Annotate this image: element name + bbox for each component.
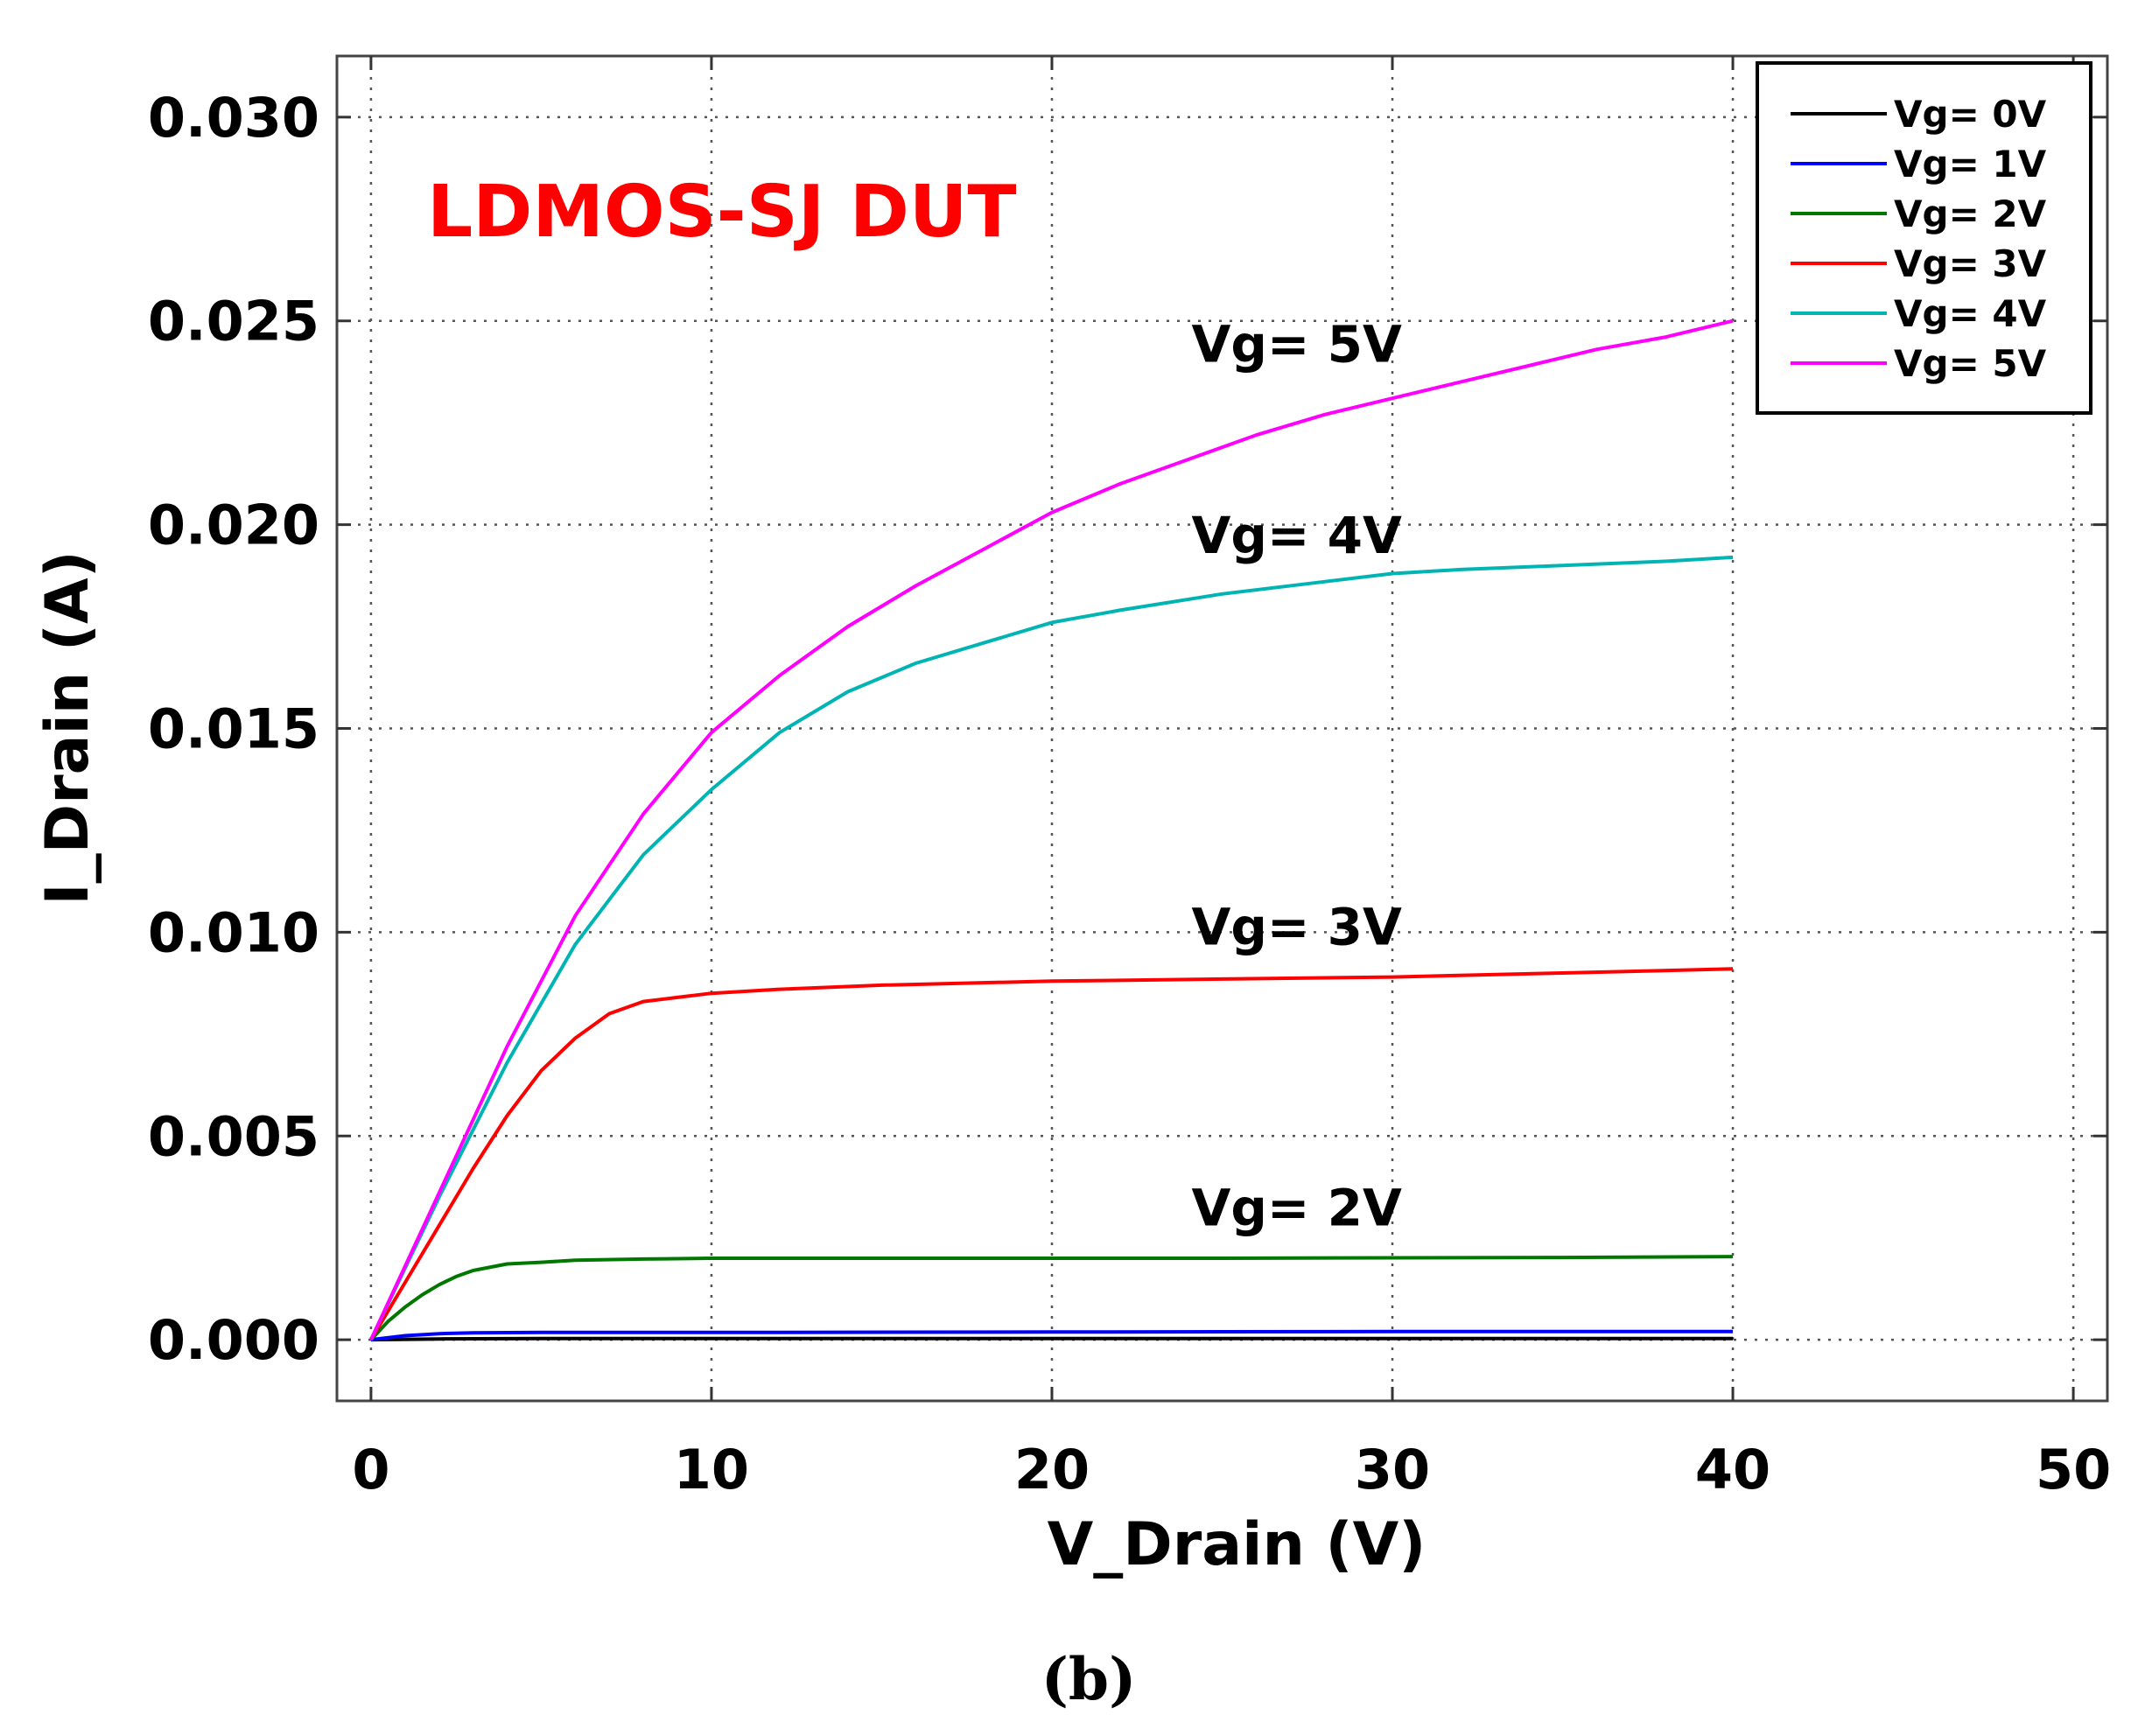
y-tick-label: 0.000 (148, 1308, 319, 1372)
x-axis-label: V_Drain (V) (1048, 1510, 1426, 1579)
series-line-vg-4v (369, 555, 1734, 1340)
legend-label: Vg= 2V (1894, 192, 2047, 235)
series-group (369, 318, 1734, 1342)
curve-annotation: Vg= 5V (1191, 314, 1402, 374)
legend-items: Vg= 0V Vg= 1V Vg= 2V Vg= 3V Vg= 4V Vg= 5V (1791, 93, 2047, 385)
x-tick-label: 40 (1695, 1438, 1770, 1502)
x-tick-label: 10 (674, 1438, 749, 1502)
legend-label: Vg= 5V (1894, 342, 2047, 385)
y-axis-label: I_Drain (A) (33, 550, 102, 905)
legend-label: Vg= 0V (1894, 93, 2047, 136)
figure-caption: (b) (1041, 1645, 1137, 1713)
series-line-vg-3v (369, 967, 1734, 1341)
axis-ticks: 0 10 20 30 40 50 0.000 0.005 0.010 0.015 0.020 0.02… (148, 56, 2111, 1502)
y-tick-label: 0.005 (148, 1104, 319, 1168)
chart-title: LDMOS-SJ DUT (427, 171, 1016, 254)
legend-label: Vg= 4V (1894, 292, 2047, 335)
x-tick-label: 20 (1014, 1438, 1090, 1502)
x-tick-label: 0 (352, 1438, 389, 1502)
y-tick-label: 0.015 (148, 697, 319, 761)
series-line-vg-1v (370, 1329, 1734, 1342)
y-tick-label: 0.010 (148, 900, 319, 964)
curve-annotation: Vg= 4V (1191, 506, 1402, 565)
legend: Vg= 0V Vg= 1V Vg= 2V Vg= 3V Vg= 4V Vg= 5V (1756, 61, 2092, 415)
legend-label: Vg= 3V (1894, 242, 2047, 285)
x-tick-label: 30 (1355, 1438, 1430, 1502)
curve-annotation: Vg= 3V (1191, 897, 1402, 956)
x-tick-label: 50 (2036, 1438, 2111, 1502)
y-tick-label: 0.030 (148, 86, 319, 150)
legend-label: Vg= 1V (1894, 143, 2047, 186)
series-line-vg-2v (369, 1255, 1734, 1341)
series-line-vg-5v (369, 318, 1734, 1340)
curve-annotations: Vg= 5V Vg= 4V Vg= 3V Vg= 2V (1191, 314, 1402, 1237)
curve-annotation: Vg= 2V (1191, 1179, 1402, 1238)
y-tick-label: 0.025 (148, 290, 319, 354)
legend-box (1756, 61, 2092, 415)
series-line-vg-0v (370, 1336, 1734, 1342)
y-tick-label: 0.020 (148, 494, 319, 557)
